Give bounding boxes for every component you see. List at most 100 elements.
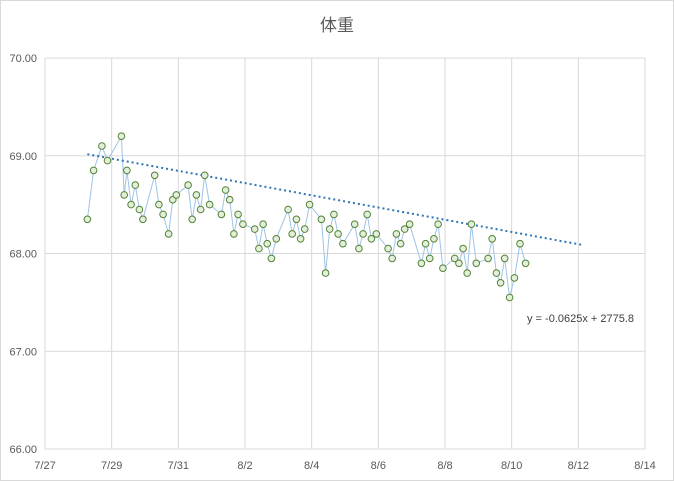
- data-point: [463, 269, 472, 277]
- data-point: [250, 225, 259, 233]
- data-point: [430, 235, 438, 243]
- data-point: [259, 220, 267, 228]
- data-point: [221, 186, 230, 194]
- data-point: [330, 210, 338, 219]
- data-point: [305, 200, 314, 209]
- data-point: [496, 279, 505, 287]
- data-point: [325, 225, 334, 233]
- data-point: [521, 259, 530, 268]
- data-point: [350, 220, 359, 228]
- series-line: [86, 134, 527, 298]
- linear-trendline: [87, 153, 582, 246]
- data-point: [459, 244, 467, 253]
- data-point: [367, 235, 376, 243]
- data-point: [234, 210, 242, 219]
- data-point: [359, 230, 367, 238]
- data-point: [516, 239, 524, 248]
- data-point: [405, 220, 414, 228]
- data-point: [317, 215, 326, 224]
- data-point: [321, 269, 330, 277]
- data-point: [83, 215, 92, 224]
- series-connector-line: [86, 134, 527, 298]
- data-point: [135, 205, 144, 214]
- data-point: [488, 235, 497, 243]
- y-tick-label: 68.00: [9, 249, 37, 261]
- data-point: [400, 225, 409, 233]
- data-point: [434, 220, 442, 228]
- data-point: [192, 191, 201, 199]
- data-point: [139, 215, 147, 224]
- y-tick-label: 69.00: [9, 151, 37, 163]
- x-tick-label: 8/2: [237, 460, 252, 472]
- data-point: [500, 254, 509, 263]
- data-point: [230, 230, 238, 238]
- data-point: [421, 239, 430, 248]
- data-point: [89, 166, 98, 175]
- data-point: [196, 205, 205, 214]
- data-point: [123, 166, 131, 175]
- data-point: [117, 132, 126, 140]
- data-point: [159, 210, 167, 219]
- data-points: [83, 132, 530, 302]
- trendline-equation-label: y = -0.0625x + 2775.8: [527, 313, 634, 325]
- data-point: [455, 259, 463, 268]
- data-point: [334, 230, 342, 238]
- data-point: [492, 269, 501, 277]
- data-point: [184, 181, 192, 189]
- data-point: [355, 244, 363, 253]
- x-tick-label: 8/14: [634, 460, 655, 472]
- data-point: [164, 230, 173, 238]
- data-point: [384, 244, 392, 253]
- gridlines: [44, 57, 646, 450]
- data-point: [98, 142, 106, 150]
- x-tick-label: 7/29: [101, 460, 122, 472]
- data-point: [396, 239, 405, 248]
- data-point: [263, 239, 272, 248]
- data-point: [172, 191, 181, 199]
- data-point: [127, 200, 135, 209]
- data-point: [388, 254, 397, 263]
- data-point: [200, 171, 209, 180]
- trendline: [87, 153, 582, 246]
- axis-tick-labels: 7/27 7/29 7/31 8/2 8/4 8/6 8/8 8/10 8/12 8/14 66.0…: [9, 53, 655, 472]
- data-point: [439, 264, 447, 273]
- data-point: [505, 293, 514, 302]
- y-tick-label: 67.00: [9, 346, 37, 358]
- data-point: [417, 259, 426, 268]
- data-point: [288, 230, 297, 238]
- data-point: [155, 200, 163, 209]
- data-point: [450, 254, 459, 263]
- x-tick-label: 8/8: [437, 460, 452, 472]
- data-point: [131, 181, 140, 189]
- data-point: [510, 274, 519, 282]
- x-tick-label: 8/12: [568, 460, 589, 472]
- data-point: [296, 235, 305, 243]
- data-point: [205, 200, 214, 209]
- data-point: [392, 230, 401, 238]
- data-point: [272, 235, 281, 243]
- data-point: [484, 254, 492, 263]
- chart-title: 体重: [320, 16, 354, 36]
- data-point: [339, 239, 347, 248]
- data-point: [255, 244, 263, 253]
- x-tick-label: 8/4: [304, 460, 319, 472]
- data-point: [103, 156, 112, 165]
- data-point: [292, 215, 301, 224]
- data-point: [372, 230, 381, 238]
- y-tick-label: 70.00: [9, 53, 37, 65]
- data-point: [120, 191, 128, 199]
- data-point: [284, 205, 292, 214]
- data-point: [425, 254, 434, 263]
- x-tick-label: 8/6: [371, 460, 386, 472]
- data-point: [150, 171, 159, 180]
- data-point: [363, 210, 372, 219]
- data-point: [300, 225, 309, 233]
- data-point: [217, 210, 226, 219]
- x-tick-label: 7/31: [168, 460, 189, 472]
- x-tick-label: 7/27: [34, 460, 55, 472]
- x-tick-label: 8/10: [501, 460, 522, 472]
- y-tick-label: 66.00: [9, 444, 37, 456]
- data-point: [188, 215, 196, 224]
